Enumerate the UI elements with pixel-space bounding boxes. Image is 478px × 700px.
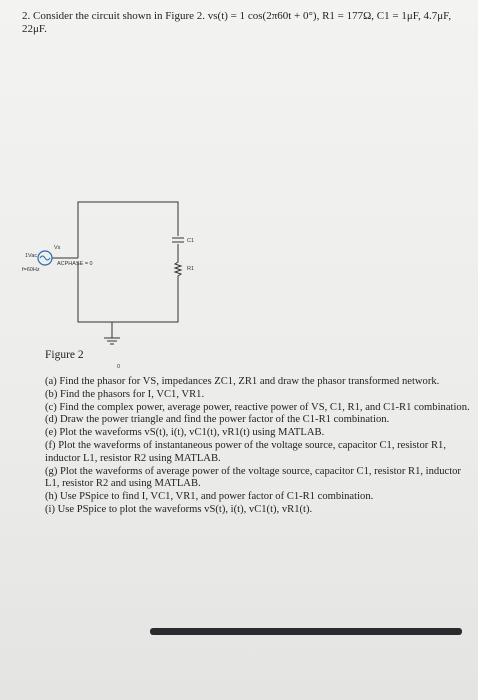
question: (g) Plot the waveforms of average power … xyxy=(45,465,461,490)
question: (f) Plot the waveforms of instantaneous … xyxy=(45,439,446,464)
source-wave xyxy=(39,255,51,261)
question: (a) Find the phasor for VS, impedances Z… xyxy=(45,376,440,387)
label: ACPHASE = 0 xyxy=(57,261,93,267)
label: 0 xyxy=(117,364,120,370)
questions: (a) Find the phasor for VS, impedances Z… xyxy=(45,376,475,517)
question: (h) Use PSpice to find I, VC1, VR1, and … xyxy=(45,491,374,503)
bottom-edge xyxy=(150,628,462,635)
resistor xyxy=(77,244,183,323)
statement: 2. Consider the circuit shown in Figure … xyxy=(22,10,452,22)
figure-caption: Figure 2 xyxy=(45,349,84,361)
wire xyxy=(77,201,179,258)
label: 1Vac xyxy=(25,253,37,259)
question: (d) Draw the power triangle and find the… xyxy=(45,414,390,426)
question: (i) Use PSpice to plot the waveforms vS(… xyxy=(45,503,313,515)
question: (b) Find the phasors for I, VC1, VR1. xyxy=(45,388,205,400)
source xyxy=(37,250,53,266)
question: (c) Find the complex power, average powe… xyxy=(45,401,470,413)
label: Vs xyxy=(54,245,61,251)
label: C1 xyxy=(187,238,194,244)
wires xyxy=(52,201,184,345)
statement: 22μF. xyxy=(22,23,47,35)
question: (e) Plot the waveforms vS(t), i(t), vC1(… xyxy=(45,427,325,439)
label: f=60Hz xyxy=(22,267,40,273)
label: R1 xyxy=(187,266,194,272)
